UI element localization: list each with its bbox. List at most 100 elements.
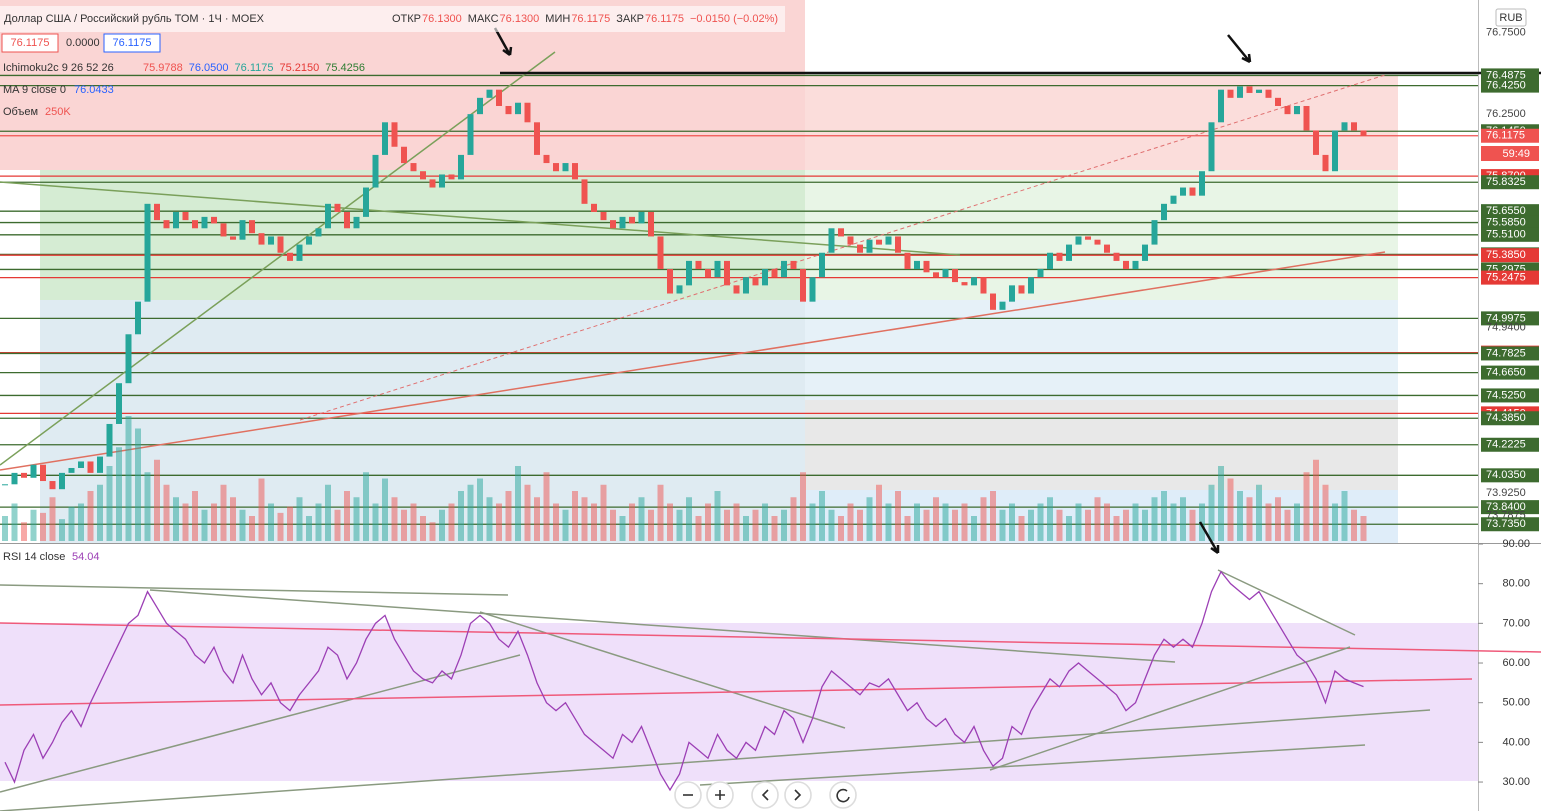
rsi-trend <box>0 622 1541 653</box>
volume-bar <box>724 509 730 541</box>
volume-bar <box>923 509 930 541</box>
scroll-right[interactable] <box>784 781 812 809</box>
volume-bar <box>1094 497 1101 541</box>
candle <box>163 220 170 229</box>
candle <box>211 216 217 224</box>
candle <box>1199 171 1205 196</box>
level-label-bg <box>1481 215 1539 230</box>
scroll-left[interactable] <box>751 781 779 809</box>
volume-bar <box>619 516 626 541</box>
candle <box>1322 154 1329 172</box>
candle <box>1056 252 1063 261</box>
candle <box>410 163 417 172</box>
price-tick-label: 75.5100 <box>1486 229 1526 241</box>
candle <box>68 467 75 473</box>
candle <box>2 484 8 486</box>
rsi-trend <box>989 646 1351 771</box>
volume-bar <box>420 516 426 541</box>
volume-bar <box>106 466 113 541</box>
level-label-bg <box>1481 311 1539 326</box>
rsi-trend <box>699 744 1366 786</box>
level-label-bg <box>1481 204 1539 219</box>
candle <box>667 269 673 294</box>
candle <box>914 260 920 270</box>
ohlc-value: 76.1300 <box>422 13 462 25</box>
volume-bar <box>277 512 284 541</box>
rsi-trend <box>479 611 846 729</box>
volume-bar <box>838 516 844 541</box>
rsi-trend <box>0 584 509 596</box>
candle <box>277 236 284 253</box>
volume-bar <box>562 509 569 541</box>
volume-bar <box>68 506 75 541</box>
rsi-trend <box>0 709 1431 811</box>
candle <box>306 236 312 245</box>
candle <box>192 220 198 229</box>
candle <box>30 464 37 478</box>
candle <box>1246 86 1253 93</box>
candle <box>952 269 958 283</box>
level-label-bg <box>1481 227 1539 242</box>
volume-bar <box>182 503 189 541</box>
candle <box>1237 86 1243 98</box>
currency-button[interactable] <box>1495 8 1527 27</box>
candle <box>572 163 578 180</box>
volume-bar <box>40 512 46 541</box>
volume-bar <box>885 503 892 541</box>
candle <box>363 187 369 217</box>
candle <box>781 260 787 278</box>
currency: RUB <box>1499 12 1522 24</box>
volume-bar <box>78 503 84 541</box>
candle <box>876 239 882 245</box>
volume-bar <box>1189 509 1196 541</box>
level-label-bg <box>1481 411 1539 426</box>
candle <box>819 252 825 278</box>
volume-bar <box>800 472 806 541</box>
candle <box>135 301 141 335</box>
countdown-bg <box>1481 146 1539 161</box>
candle <box>344 211 350 229</box>
ask-box[interactable] <box>103 33 161 53</box>
volume-bar <box>914 503 920 541</box>
volume-bar <box>1056 509 1063 541</box>
candle <box>999 301 1006 310</box>
level-label-bg <box>1481 437 1539 452</box>
level-label-bg <box>1481 365 1539 380</box>
volume-bar <box>59 519 65 541</box>
candle <box>220 223 227 237</box>
volume-bar <box>220 484 227 541</box>
volume-bar <box>1265 503 1272 541</box>
candle <box>733 285 740 294</box>
candle <box>895 236 901 253</box>
candle <box>1227 89 1234 98</box>
volume-bar <box>192 491 198 541</box>
bid-box[interactable] <box>1 33 59 53</box>
candle <box>40 464 46 482</box>
candle <box>1341 122 1348 131</box>
candle <box>268 236 274 245</box>
volume-bar <box>762 503 768 541</box>
candle <box>648 211 654 237</box>
price-tick-label: 73.8400 <box>1486 501 1526 513</box>
volume-bar <box>1360 516 1367 541</box>
rsi-line <box>4 570 1364 792</box>
volume-bar <box>1341 491 1348 541</box>
volume-bar <box>667 503 673 541</box>
volume-bar <box>334 509 341 541</box>
candle <box>467 114 474 155</box>
price-tick-label: 75.3850 <box>1486 249 1526 261</box>
volume-bar <box>581 497 588 541</box>
zone <box>805 300 1398 400</box>
volume-bar <box>496 503 502 541</box>
volume-bar <box>980 497 987 541</box>
candle <box>173 211 179 229</box>
header-bg <box>0 6 785 32</box>
volume-bar <box>1256 484 1262 541</box>
volume-bar <box>477 478 483 541</box>
price-tick-label: 74.2225 <box>1486 439 1526 451</box>
candle <box>505 105 512 115</box>
volume-bar <box>543 472 550 541</box>
candle <box>610 220 616 229</box>
reset[interactable] <box>829 781 857 809</box>
